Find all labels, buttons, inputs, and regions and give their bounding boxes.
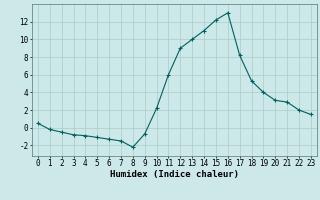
X-axis label: Humidex (Indice chaleur): Humidex (Indice chaleur) <box>110 170 239 179</box>
